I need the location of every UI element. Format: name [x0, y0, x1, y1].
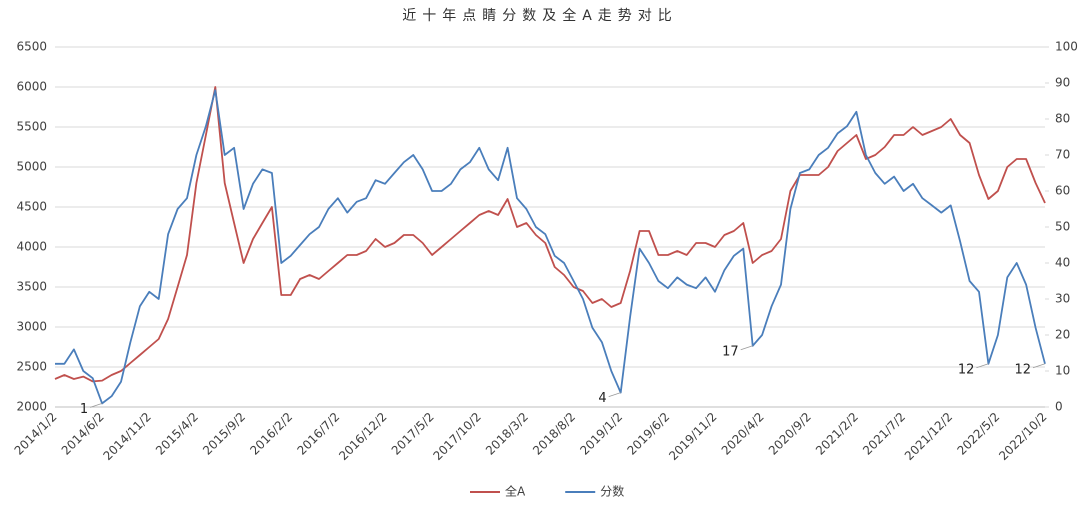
y-tick-label: 3500 — [16, 280, 47, 294]
data-label: 17 — [722, 344, 739, 359]
y-tick-label: 5500 — [16, 120, 47, 134]
x-tick-label: 2020/4/2 — [719, 410, 767, 458]
x-tick-label: 2015/4/2 — [153, 410, 201, 458]
series-line — [55, 89, 1046, 405]
y2-tick-label: 10 — [1055, 364, 1070, 378]
label-leader — [608, 392, 621, 397]
y2-tick-label: 60 — [1055, 184, 1070, 198]
x-tick-label: 2019/1/2 — [577, 410, 625, 458]
y-tick-label: 6000 — [16, 80, 47, 94]
y2-tick-label: 50 — [1055, 220, 1070, 234]
x-tick-label: 2017/5/2 — [389, 410, 437, 458]
data-label: 12 — [1014, 362, 1031, 377]
legend-label: 全A — [505, 484, 526, 499]
x-tick-label: 2021/7/2 — [860, 410, 908, 458]
x-tick-label: 2016/12/2 — [336, 410, 389, 463]
x-tick-label: 2022/5/2 — [954, 410, 1002, 458]
chart-title: 近十年点睛分数及全A走势对比 — [402, 7, 678, 24]
x-tick-label: 2014/1/2 — [12, 410, 60, 458]
y-tick-label: 2500 — [16, 360, 47, 374]
data-label: 12 — [958, 362, 975, 377]
x-tick-label: 2014/11/2 — [100, 410, 153, 463]
label-leader — [90, 403, 103, 408]
x-tick-label: 2021/2/2 — [813, 410, 861, 458]
data-label: 4 — [598, 391, 606, 406]
label-leader — [976, 363, 989, 369]
x-tick-label: 2022/10/2 — [996, 410, 1049, 463]
x-tick-label: 2018/8/2 — [530, 410, 578, 458]
y-tick-label: 2000 — [16, 400, 47, 414]
y-tick-label: 4500 — [16, 200, 47, 214]
y2-tick-label: 0 — [1055, 400, 1063, 414]
y2-tick-label: 100 — [1055, 40, 1078, 54]
x-tick-label: 2015/9/2 — [200, 410, 248, 458]
x-tick-label: 2020/9/2 — [766, 410, 814, 458]
data-label: 1 — [80, 402, 88, 417]
x-tick-label: 2021/12/2 — [902, 410, 955, 463]
label-leader — [1032, 363, 1046, 369]
x-tick-label: 2016/2/2 — [247, 410, 295, 458]
y2-tick-label: 20 — [1055, 328, 1070, 342]
y2-tick-label: 70 — [1055, 148, 1070, 162]
y-tick-label: 4000 — [16, 240, 47, 254]
label-leader — [740, 345, 753, 351]
legend-label: 分数 — [600, 484, 624, 499]
y2-tick-label: 90 — [1055, 76, 1070, 90]
x-tick-label: 2017/10/2 — [430, 410, 483, 463]
y-tick-label: 6500 — [16, 40, 47, 54]
x-tick-label: 2018/3/2 — [483, 410, 531, 458]
y2-tick-label: 40 — [1055, 256, 1070, 270]
y2-tick-label: 80 — [1055, 112, 1070, 126]
x-tick-label: 2019/11/2 — [666, 410, 719, 463]
x-tick-label: 2016/7/2 — [294, 410, 342, 458]
y-tick-label: 3000 — [16, 320, 47, 334]
y-tick-label: 5000 — [16, 160, 47, 174]
x-tick-label: 2019/6/2 — [624, 410, 672, 458]
series-line — [54, 86, 1046, 383]
y2-tick-label: 30 — [1055, 292, 1070, 306]
